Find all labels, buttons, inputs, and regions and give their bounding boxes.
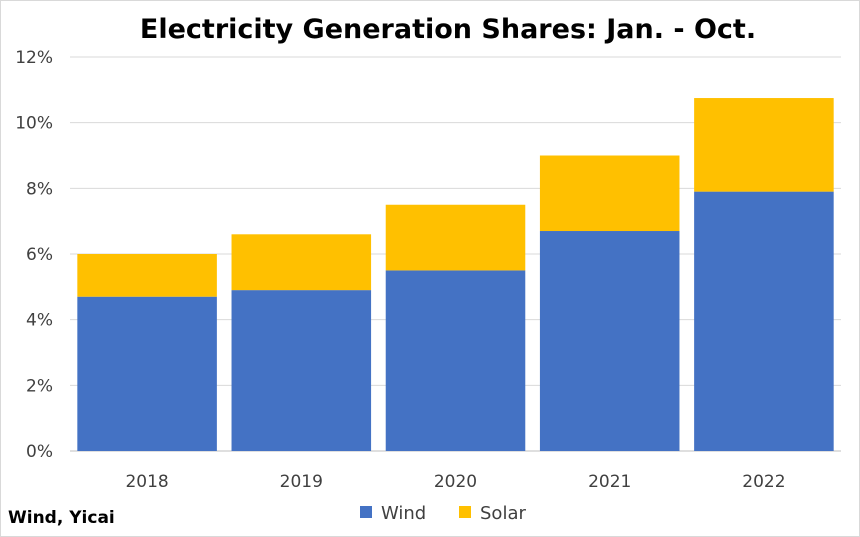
bar-wind-2022 bbox=[694, 191, 834, 451]
chart-title: Electricity Generation Shares: Jan. - Oc… bbox=[140, 14, 756, 45]
x-axis: 2018 2019 2020 2021 2022 bbox=[125, 472, 785, 492]
y-tick-label: 12% bbox=[15, 48, 53, 68]
bar-wind-2020 bbox=[385, 270, 526, 451]
y-tick-label: 2% bbox=[26, 376, 53, 396]
bar-solar-2018 bbox=[77, 254, 217, 297]
bar-solar-2021 bbox=[539, 155, 680, 232]
source-note: Wind, Yicai bbox=[8, 508, 115, 528]
bar-wind-2018 bbox=[77, 296, 217, 451]
y-tick-label: 6% bbox=[26, 245, 53, 265]
bar-wind-2019 bbox=[231, 290, 372, 451]
bar-solar-2020 bbox=[385, 204, 526, 271]
y-axis: 0% 2% 4% 6% 8% 10% 12% bbox=[15, 48, 53, 462]
legend-label-wind: Wind bbox=[381, 503, 426, 524]
x-tick-label: 2019 bbox=[280, 472, 323, 492]
y-tick-label: 10% bbox=[15, 114, 53, 134]
y-tick-label: 8% bbox=[26, 179, 53, 199]
bar-solar-2019 bbox=[231, 234, 372, 291]
bars bbox=[77, 98, 834, 451]
bar-wind-2021 bbox=[539, 231, 680, 451]
legend-swatch-solar bbox=[459, 506, 471, 518]
x-tick-label: 2020 bbox=[434, 472, 477, 492]
x-tick-label: 2022 bbox=[742, 472, 785, 492]
y-tick-label: 4% bbox=[26, 311, 53, 331]
legend-label-solar: Solar bbox=[480, 503, 526, 524]
x-tick-label: 2021 bbox=[588, 472, 631, 492]
legend: Wind Solar bbox=[360, 503, 526, 524]
bar-solar-2022 bbox=[694, 98, 834, 192]
y-tick-label: 0% bbox=[26, 442, 53, 462]
legend-swatch-wind bbox=[360, 506, 372, 518]
x-tick-label: 2018 bbox=[125, 472, 168, 492]
